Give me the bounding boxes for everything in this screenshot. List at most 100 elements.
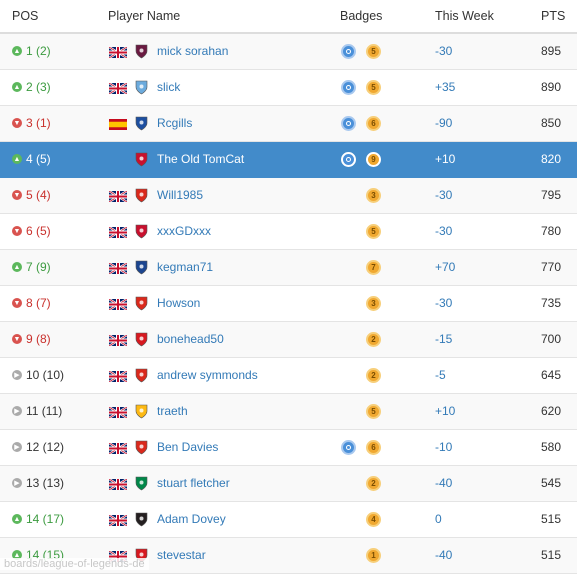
this-week-value: +35 bbox=[435, 80, 456, 94]
uk-flag-icon bbox=[108, 190, 128, 203]
table-row[interactable]: ▶ 13 (13) stuart fletcher 2 -40 545 bbox=[0, 466, 577, 502]
league-table-body: ▲ 1 (2) mick sorahan 5 -30 895 ▲ 2 (3) slick 5 +35… bbox=[0, 34, 577, 574]
this-week-value: -30 bbox=[435, 188, 453, 202]
table-row[interactable]: ▲ 1 (2) mick sorahan 5 -30 895 bbox=[0, 34, 577, 70]
player-name-link[interactable]: stevestar bbox=[157, 548, 206, 562]
points-badge-icon: 5 bbox=[366, 44, 381, 59]
arrow-up-icon: ▲ bbox=[12, 82, 22, 92]
points-value: 645 bbox=[541, 368, 562, 382]
points-badge-icon: 4 bbox=[366, 512, 381, 527]
player-name-link[interactable]: The Old TomCat bbox=[157, 152, 245, 166]
this-week-value: 0 bbox=[435, 512, 442, 526]
this-week-value: -30 bbox=[435, 296, 453, 310]
table-row[interactable]: ▲ 14 (15) stevestar 1 -40 515 bbox=[0, 538, 577, 574]
player-name-link[interactable]: Rcgills bbox=[157, 116, 193, 130]
this-week-value: -30 bbox=[435, 44, 453, 58]
pos-column-header[interactable]: POS bbox=[12, 9, 39, 23]
arrow-right-icon: ▶ bbox=[12, 442, 22, 452]
team-crest-icon bbox=[134, 440, 149, 455]
table-header: POS Player Name Badges This Week PTS bbox=[0, 0, 577, 34]
points-badge-icon: 5 bbox=[366, 80, 381, 95]
position-cell: ▼ 5 (4) bbox=[12, 188, 51, 202]
team-crest-icon bbox=[134, 44, 149, 59]
player-name-link[interactable]: Will1985 bbox=[157, 188, 204, 202]
arrow-down-icon: ▼ bbox=[12, 298, 22, 308]
this-week-column-header[interactable]: This Week bbox=[435, 9, 494, 23]
position-text: 8 (7) bbox=[26, 296, 51, 310]
watermark-url: boards/league-of-legends-de bbox=[0, 558, 149, 570]
table-row[interactable]: ▼ 6 (5) xxxGDxxx 5 -30 780 bbox=[0, 214, 577, 250]
table-row[interactable]: ▲ 2 (3) slick 5 +35 890 bbox=[0, 70, 577, 106]
team-crest-icon bbox=[134, 224, 149, 239]
player-name-link[interactable]: Adam Dovey bbox=[157, 512, 226, 526]
table-row[interactable]: ▶ 11 (11) traeth 5 +10 620 bbox=[0, 394, 577, 430]
position-cell: ▲ 7 (9) bbox=[12, 260, 51, 274]
table-row[interactable]: ▼ 8 (7) Howson 3 -30 735 bbox=[0, 286, 577, 322]
position-text: 12 (12) bbox=[26, 440, 65, 454]
team-crest-icon bbox=[134, 332, 149, 347]
target-badge-icon bbox=[341, 152, 356, 167]
team-crest-icon bbox=[134, 260, 149, 275]
arrow-up-icon: ▲ bbox=[12, 154, 22, 164]
uk-flag-icon bbox=[108, 226, 128, 239]
uk-flag-icon bbox=[108, 262, 128, 275]
player-name-link[interactable]: bonehead50 bbox=[157, 332, 224, 346]
position-cell: ▲ 2 (3) bbox=[12, 80, 51, 94]
badges-column-header[interactable]: Badges bbox=[340, 9, 383, 23]
points-badge-icon: 1 bbox=[366, 548, 381, 563]
table-row[interactable]: ▲ 4 (5) The Old TomCat 9 +10 820 bbox=[0, 142, 577, 178]
points-badge-icon: 7 bbox=[366, 260, 381, 275]
player-name-link[interactable]: xxxGDxxx bbox=[157, 224, 211, 238]
player-name-link[interactable]: kegman71 bbox=[157, 260, 214, 274]
arrow-down-icon: ▼ bbox=[12, 226, 22, 236]
arrow-up-icon: ▲ bbox=[12, 550, 22, 560]
arrow-down-icon: ▼ bbox=[12, 118, 22, 128]
position-text: 5 (4) bbox=[26, 188, 51, 202]
player-name-column-header[interactable]: Player Name bbox=[108, 9, 181, 23]
arrow-right-icon: ▶ bbox=[12, 406, 22, 416]
player-name-link[interactable]: Howson bbox=[157, 296, 201, 310]
player-name-link[interactable]: Ben Davies bbox=[157, 440, 219, 454]
arrow-up-icon: ▲ bbox=[12, 514, 22, 524]
table-row[interactable]: ▶ 12 (12) Ben Davies 6 -10 580 bbox=[0, 430, 577, 466]
position-cell: ▼ 3 (1) bbox=[12, 116, 51, 130]
uk-flag-icon bbox=[108, 82, 128, 95]
points-badge-icon: 6 bbox=[366, 116, 381, 131]
points-value: 850 bbox=[541, 116, 562, 130]
table-row[interactable]: ▼ 3 (1) Rcgills 6 -90 850 bbox=[0, 106, 577, 142]
team-crest-icon bbox=[134, 368, 149, 383]
position-text: 1 (2) bbox=[26, 44, 51, 58]
table-row[interactable]: ▶ 10 (10) andrew symmonds 2 -5 645 bbox=[0, 358, 577, 394]
points-value: 620 bbox=[541, 404, 562, 418]
points-badge-icon: 3 bbox=[366, 296, 381, 311]
team-crest-icon bbox=[134, 476, 149, 491]
target-badge-icon bbox=[341, 80, 356, 95]
position-text: 13 (13) bbox=[26, 476, 65, 490]
pts-column-header[interactable]: PTS bbox=[541, 9, 566, 23]
table-row[interactable]: ▼ 5 (4) Will1985 3 -30 795 bbox=[0, 178, 577, 214]
uk-flag-icon bbox=[108, 370, 128, 383]
points-value: 700 bbox=[541, 332, 562, 346]
arrow-down-icon: ▼ bbox=[12, 334, 22, 344]
player-name-link[interactable]: stuart fletcher bbox=[157, 476, 230, 490]
points-value: 795 bbox=[541, 188, 562, 202]
player-name-link[interactable]: traeth bbox=[157, 404, 188, 418]
table-row[interactable]: ▲ 7 (9) kegman71 7 +70 770 bbox=[0, 250, 577, 286]
this-week-value: -40 bbox=[435, 476, 453, 490]
points-value: 820 bbox=[541, 152, 562, 166]
uk-flag-icon bbox=[108, 46, 128, 59]
table-row[interactable]: ▼ 9 (8) bonehead50 2 -15 700 bbox=[0, 322, 577, 358]
position-cell: ▶ 10 (10) bbox=[12, 368, 64, 382]
table-row[interactable]: ▲ 14 (17) Adam Dovey 4 0 515 bbox=[0, 502, 577, 538]
player-name-link[interactable]: slick bbox=[157, 80, 181, 94]
uk-flag-icon bbox=[108, 298, 128, 311]
position-cell: ▼ 9 (8) bbox=[12, 332, 51, 346]
target-badge-icon bbox=[341, 116, 356, 131]
team-crest-icon bbox=[134, 404, 149, 419]
player-name-link[interactable]: mick sorahan bbox=[157, 44, 229, 58]
uk-flag-icon bbox=[108, 478, 128, 491]
position-cell: ▼ 6 (5) bbox=[12, 224, 51, 238]
player-name-link[interactable]: andrew symmonds bbox=[157, 368, 258, 382]
team-crest-icon bbox=[134, 188, 149, 203]
points-value: 580 bbox=[541, 440, 562, 454]
